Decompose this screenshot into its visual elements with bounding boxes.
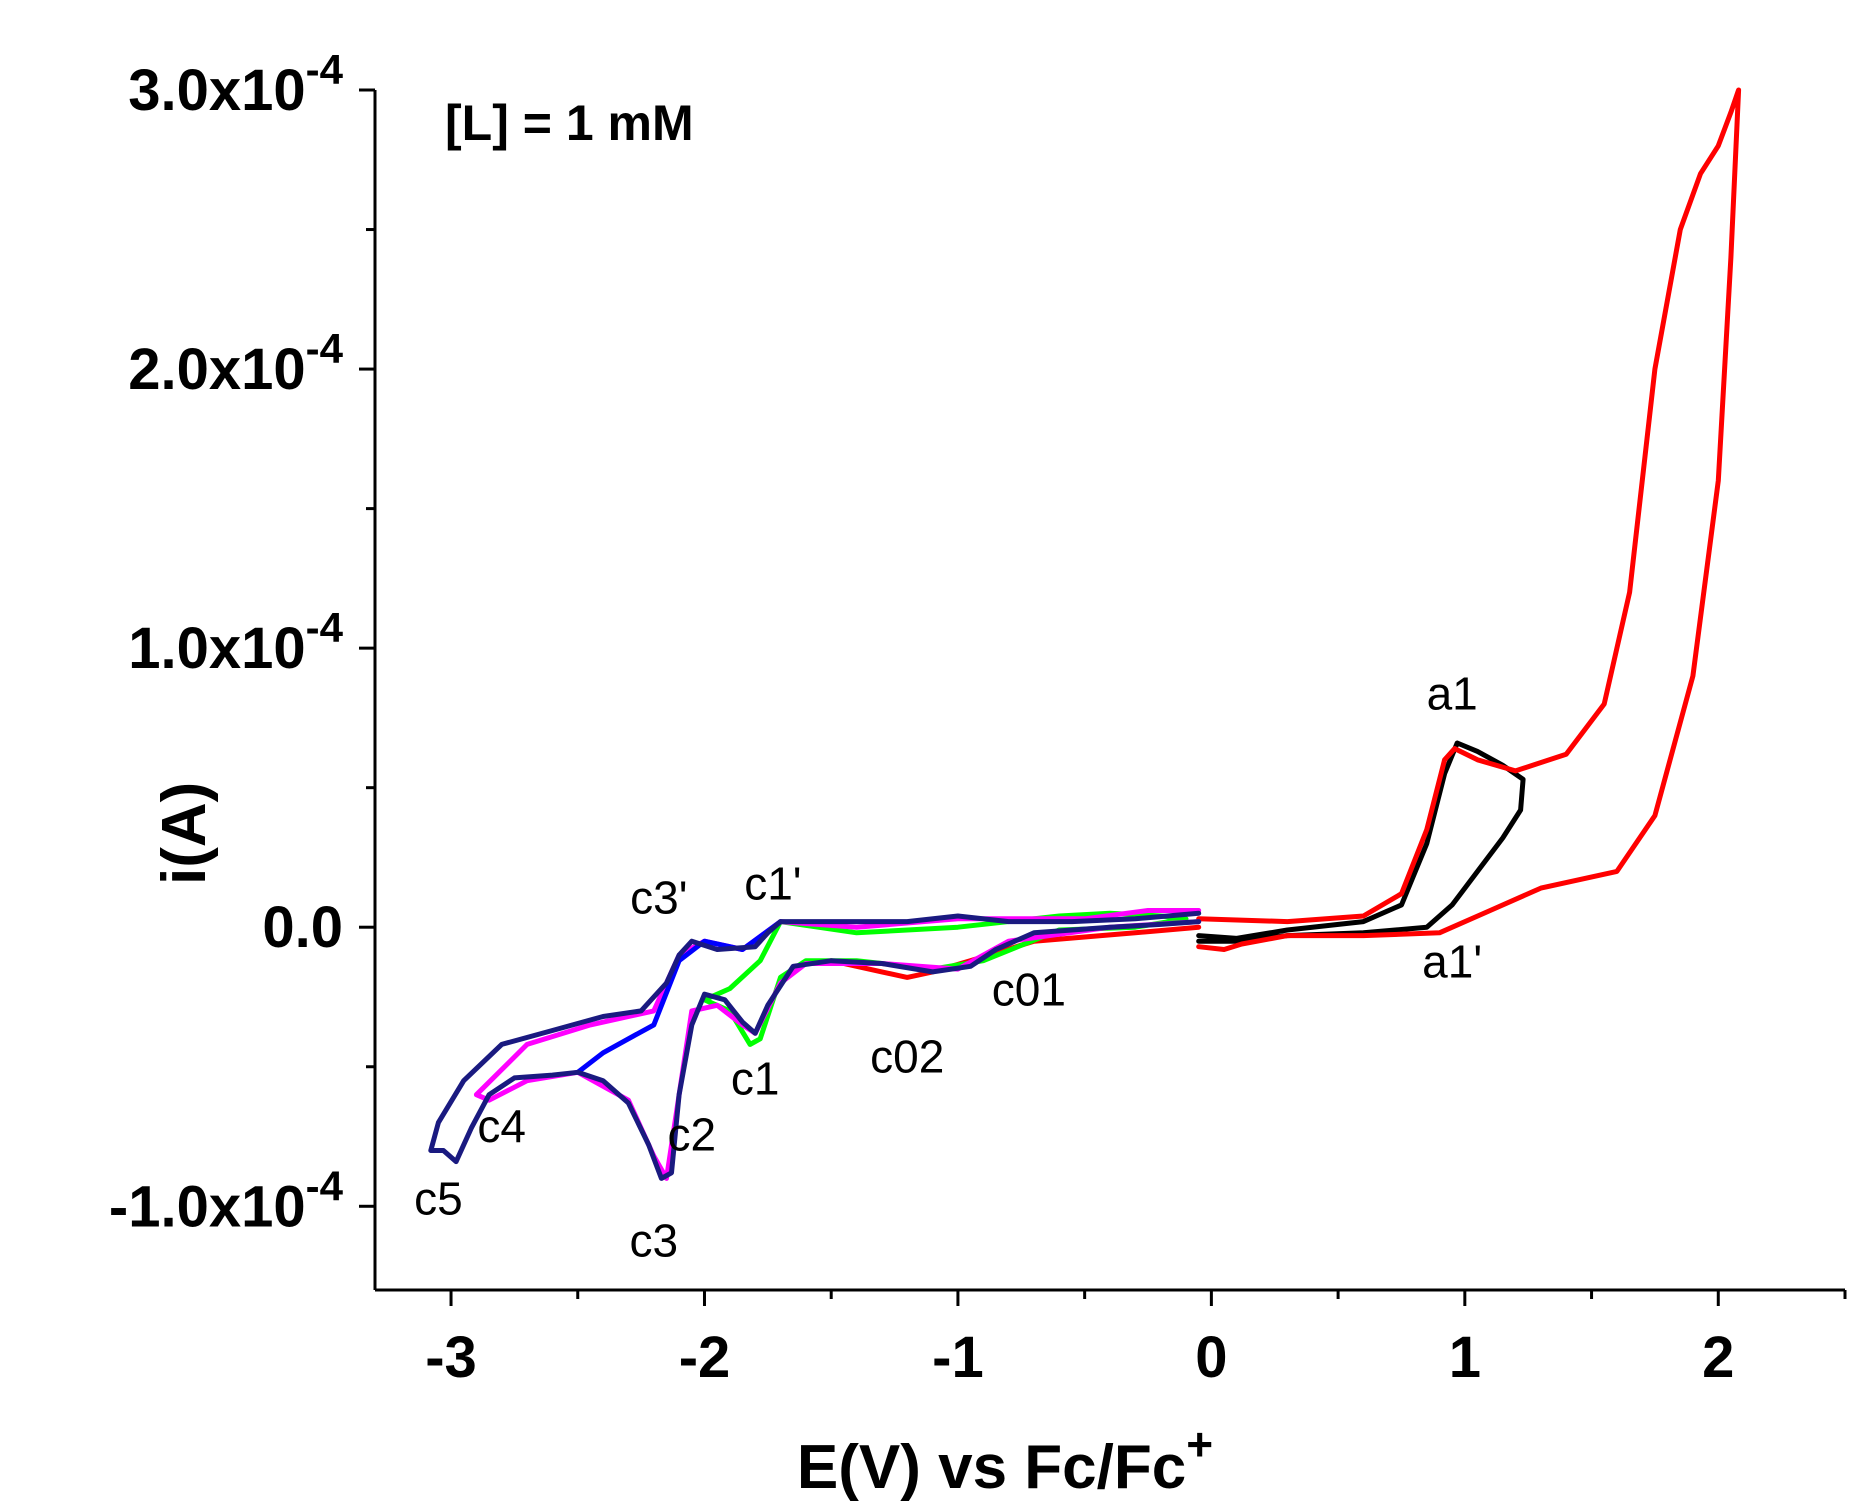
- y-tick-label: 1.0x10-4: [128, 604, 343, 681]
- peak-label: c4: [477, 1100, 526, 1152]
- y-axis-title: i(A): [150, 782, 219, 885]
- series-black: [1196, 740, 1526, 944]
- peak-label: c01: [992, 963, 1066, 1015]
- series-blue: [575, 919, 783, 1075]
- x-axis-title-sup: +: [1186, 1418, 1213, 1470]
- annotations: a1 a1' c3' c1' c01 c02 c1 c2 c3 c4 c5: [414, 668, 1482, 1267]
- axes: -3 -2 -1 0 1 2 3.0x10-4 2.0x10-4 1.0x10-4 0.0 -1.0…: [109, 46, 1847, 1390]
- y-tick-label: 3.0x10-4: [128, 46, 343, 123]
- series-magenta: [473, 908, 1202, 1181]
- peak-label: c2: [668, 1108, 717, 1160]
- peak-label: a1: [1427, 668, 1478, 720]
- x-tick-label: 1: [1449, 1325, 1481, 1390]
- concentration-note: [L] = 1 mM: [445, 95, 694, 151]
- series-red: [1196, 87, 1742, 952]
- x-axis-title: E(V) vs Fc/Fc+: [797, 1418, 1213, 1502]
- peak-label: c02: [870, 1030, 944, 1082]
- y-tick-label: 2.0x10-4: [128, 325, 343, 402]
- peak-label: c3': [630, 871, 687, 923]
- x-tick-label: -3: [425, 1325, 477, 1390]
- x-tick-label: -2: [679, 1325, 731, 1390]
- series-layer: [428, 87, 1742, 1181]
- y-tick-label: 0.0: [262, 895, 343, 960]
- series-navy: [428, 910, 1202, 1181]
- x-tick-label: 0: [1195, 1325, 1227, 1390]
- peak-label: c5: [414, 1173, 463, 1225]
- peak-label: c3: [629, 1215, 678, 1267]
- peak-label: c1': [744, 857, 801, 909]
- x-tick-label: -1: [932, 1325, 984, 1390]
- peak-label: c1: [731, 1053, 780, 1105]
- x-axis-title-text: E(V) vs Fc/Fc: [797, 1433, 1186, 1502]
- x-tick-label: 2: [1702, 1325, 1734, 1390]
- peak-label: a1': [1422, 935, 1482, 987]
- y-tick-label: -1.0x10-4: [109, 1162, 344, 1239]
